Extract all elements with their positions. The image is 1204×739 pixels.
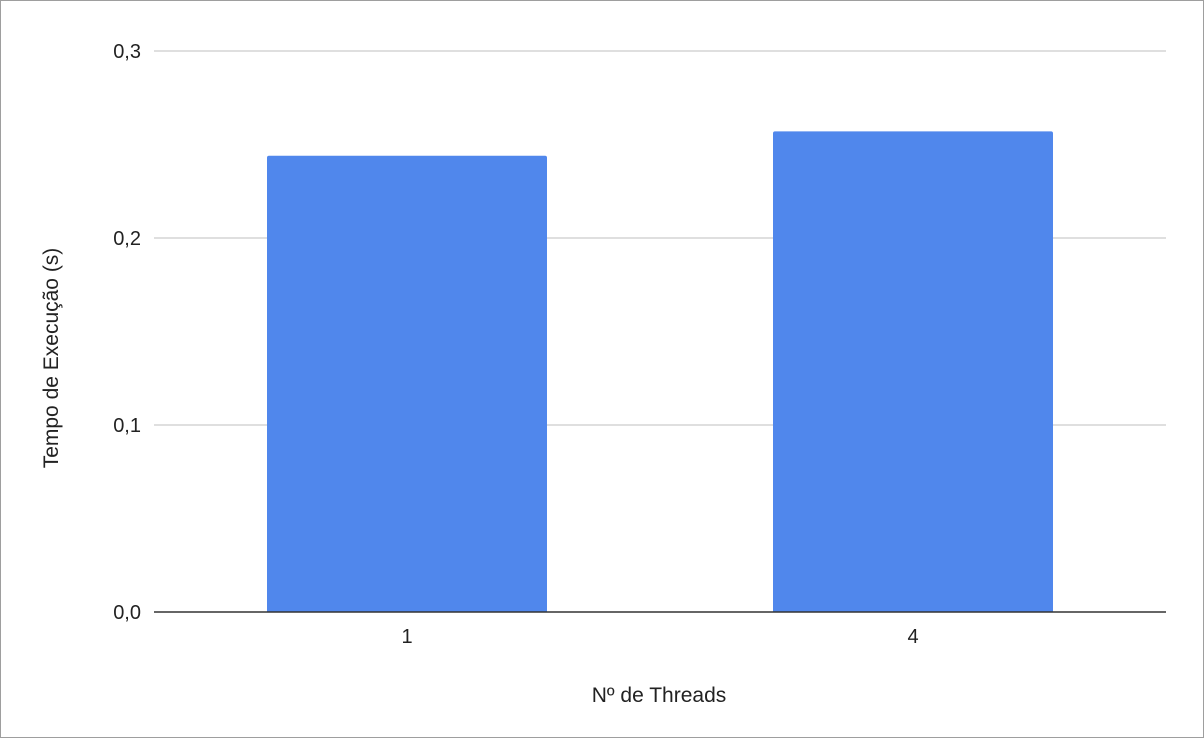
y-tick-label: 0,0 <box>113 602 141 624</box>
y-axis-title: Tempo de Execução (s) <box>40 248 63 469</box>
bar-1 <box>267 155 547 612</box>
y-tick-labels: 0,0 0,1 0,2 0,3 <box>113 41 141 624</box>
y-tick-label: 0,3 <box>113 41 141 63</box>
bars <box>267 131 1053 612</box>
y-tick-label: 0,2 <box>113 228 141 250</box>
x-axis-title: Nº de Threads <box>592 684 727 707</box>
x-tick-label: 4 <box>907 626 918 648</box>
bar-4 <box>773 131 1053 612</box>
y-tick-label: 0,1 <box>113 415 141 437</box>
x-tick-label: 1 <box>401 626 412 648</box>
